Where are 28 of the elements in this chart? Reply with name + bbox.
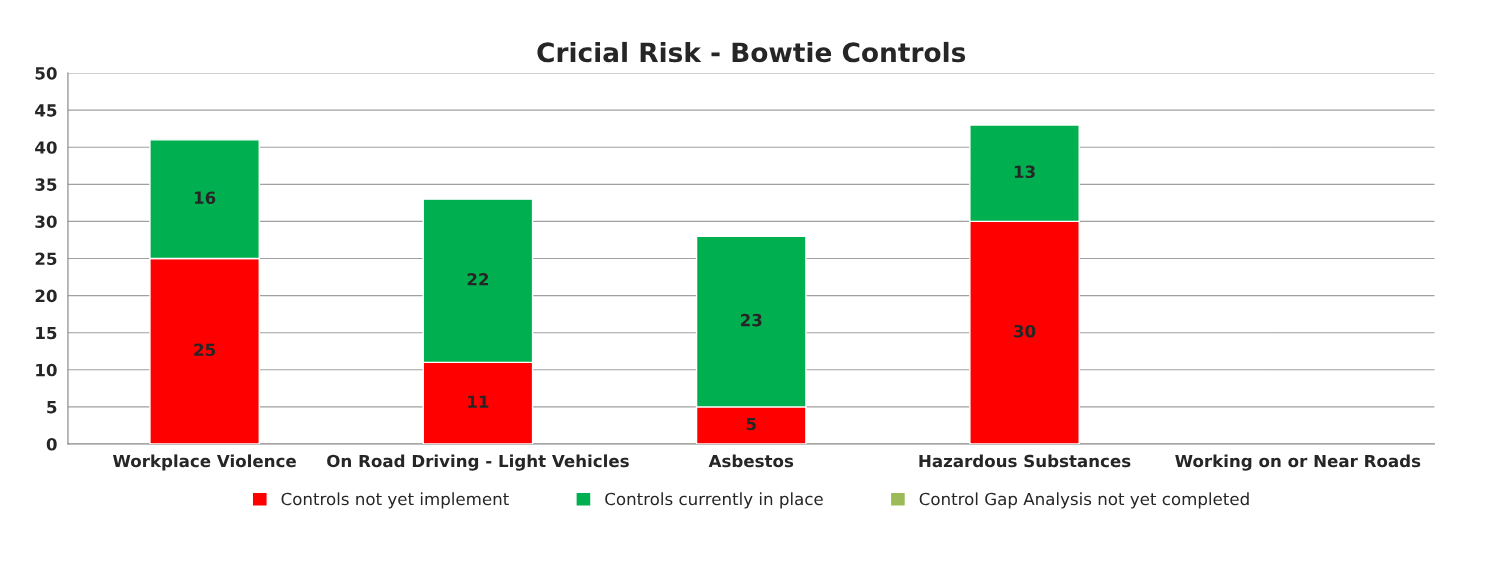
data-label: 25 bbox=[194, 343, 216, 357]
x-tick-label: On Road Driving - Light Vehicles bbox=[327, 454, 629, 471]
x-tick-label: Working on or Near Roads bbox=[1175, 454, 1421, 471]
data-label: 13 bbox=[1014, 165, 1035, 179]
y-tick-label: 30 bbox=[35, 215, 57, 228]
y-tick-label: 35 bbox=[35, 178, 57, 191]
x-tick-label: Workplace Violence bbox=[112, 454, 296, 471]
legend-label: Control Gap Analysis not yet completed bbox=[919, 492, 1249, 509]
y-tick-label: 20 bbox=[35, 289, 57, 303]
chart-title: Cricial Risk - Bowtie Controls bbox=[537, 41, 966, 63]
legend-label: Controls currently in place bbox=[605, 492, 823, 509]
y-tick-label: 0 bbox=[46, 437, 57, 451]
data-label: 22 bbox=[467, 273, 489, 286]
legend-label: Controls not yet implement bbox=[281, 492, 509, 509]
y-tick-label: 15 bbox=[36, 326, 57, 340]
y-tick-label: 10 bbox=[36, 363, 57, 377]
data-label: 5 bbox=[746, 417, 756, 431]
y-tick-label: 45 bbox=[35, 104, 57, 117]
data-label: 30 bbox=[1014, 324, 1036, 338]
y-tick-label: 50 bbox=[35, 67, 57, 80]
x-tick-label: Hazardous Substances bbox=[919, 454, 1131, 468]
x-tick-label: Asbestos bbox=[708, 454, 794, 468]
y-tick-label: 5 bbox=[47, 401, 57, 414]
data-label: 16 bbox=[194, 191, 216, 205]
data-label: 11 bbox=[468, 395, 489, 408]
y-tick-label: 40 bbox=[35, 141, 57, 154]
y-tick-label: 25 bbox=[35, 252, 57, 266]
data-label: 23 bbox=[740, 313, 762, 327]
